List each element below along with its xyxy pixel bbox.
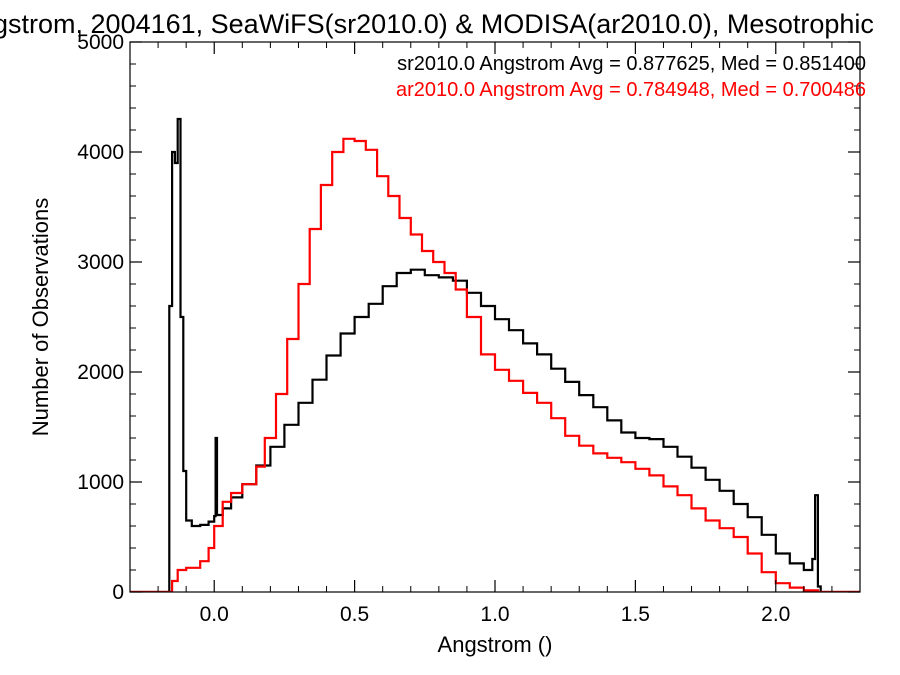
legend-entry-1: sr2010.0 Angstrom Avg = 0.877625, Med = … — [397, 53, 866, 75]
x-tick-label: 1.0 — [480, 603, 509, 626]
legend: sr2010.0 Angstrom Avg = 0.877625, Med = … — [396, 53, 866, 101]
axis-ticks — [129, 41, 861, 593]
y-tick-label: 3000 — [77, 251, 124, 274]
y-tick-label: 0 — [112, 581, 124, 604]
series-line-1 — [130, 117, 860, 592]
y-tick-label: 2000 — [77, 361, 124, 384]
series-layer — [130, 117, 860, 592]
chart-title: Angstrom, 2004161, SeaWiFS(sr2010.0) & M… — [0, 9, 874, 39]
y-tick-label: 4000 — [77, 141, 124, 164]
y-tick-label: 5000 — [77, 31, 124, 54]
y-axis-label: Number of Observations — [28, 198, 53, 436]
x-tick-label: 2.0 — [761, 603, 790, 626]
y-tick-label: 1000 — [77, 471, 124, 494]
x-tick-label: 0.5 — [340, 603, 369, 626]
x-tick-label: 1.5 — [621, 603, 650, 626]
legend-entry-2: ar2010.0 Angstrom Avg = 0.784948, Med = … — [396, 79, 866, 101]
series-line-2 — [130, 137, 860, 592]
x-tick-label: 0.0 — [200, 603, 229, 626]
axis-tick-labels: 0.0 0.5 1.0 1.5 2.0 0 1000 2000 3000 4000 5000 — [77, 31, 790, 626]
x-axis-label: Angstrom () — [438, 632, 553, 657]
